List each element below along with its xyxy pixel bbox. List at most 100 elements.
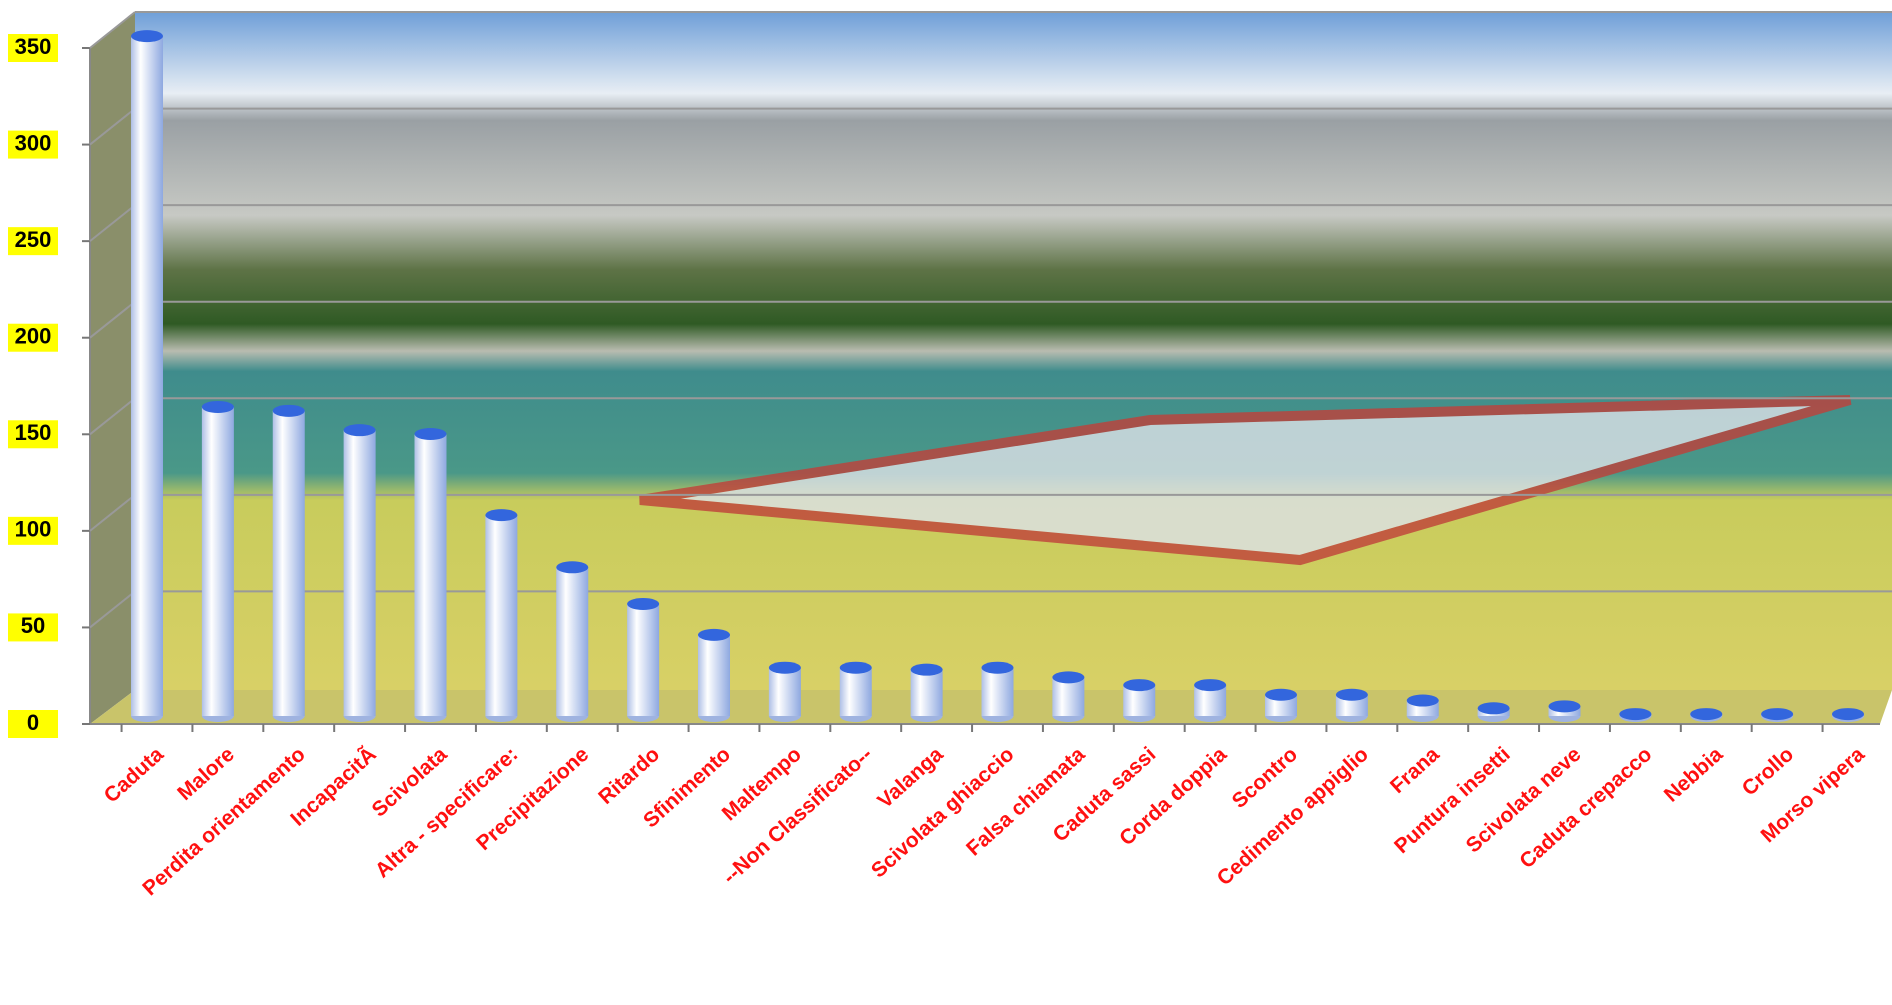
bar	[698, 628, 730, 722]
bar-top	[414, 428, 447, 441]
grid-line	[89, 300, 136, 339]
bar-top	[1761, 708, 1794, 721]
bar-top	[1406, 694, 1439, 707]
bar	[1123, 679, 1156, 722]
bar-top	[1832, 708, 1864, 721]
bar	[485, 509, 518, 722]
y-tick-label: 350	[15, 34, 52, 59]
bar	[1477, 702, 1510, 722]
bar	[627, 597, 660, 722]
grid-line	[89, 397, 136, 436]
bar-body	[981, 667, 1014, 716]
bar-body	[839, 667, 872, 716]
bar-top	[201, 400, 234, 413]
bar-top	[1335, 688, 1368, 701]
bar-body	[768, 667, 801, 716]
bar	[1406, 694, 1439, 722]
bars	[131, 30, 1864, 722]
bar-top	[1619, 708, 1652, 721]
grid-line	[89, 11, 136, 49]
bar-top	[839, 661, 872, 674]
x-tick-label: Falsa chiamata	[962, 743, 1090, 861]
x-tick-label: Crollo	[1738, 743, 1798, 801]
bar	[768, 661, 801, 722]
y-tick-bg	[8, 710, 58, 738]
bar	[910, 663, 943, 722]
bar-body	[414, 434, 447, 716]
grid-line	[89, 494, 136, 532]
y-tick-bg	[8, 34, 58, 62]
bar-body	[485, 515, 518, 716]
x-tick-label: Ritardo	[594, 743, 664, 809]
bar-body	[131, 36, 163, 716]
y-tick-bg	[8, 420, 58, 449]
y-tick-label: 100	[15, 517, 52, 542]
bar-body	[627, 603, 660, 716]
bar	[343, 424, 376, 722]
bar-top	[485, 509, 518, 522]
bar-top	[910, 663, 943, 676]
bar	[201, 400, 234, 722]
bar-top	[343, 424, 376, 437]
y-tick-label: 150	[15, 420, 52, 445]
bar	[1832, 708, 1864, 722]
bar	[839, 661, 872, 722]
y-tick-label: 50	[21, 613, 45, 638]
bar	[1052, 671, 1085, 722]
bar	[1335, 688, 1368, 722]
bar-top	[556, 561, 589, 574]
bar	[1619, 708, 1652, 722]
y-tick-label: 200	[15, 324, 52, 349]
bar-top	[1548, 700, 1581, 713]
bar-body	[201, 406, 234, 716]
bar-top	[1052, 671, 1085, 684]
y-tick-bg	[8, 130, 58, 159]
bar-body	[556, 567, 589, 716]
x-tick-label: Nebbia	[1660, 743, 1728, 807]
x-tick-label: Caduta crepacco	[1515, 743, 1656, 873]
bar-top	[1194, 679, 1227, 692]
bar-body	[272, 410, 305, 716]
bar	[1761, 708, 1794, 722]
y-tick-label: 0	[27, 710, 39, 735]
bar-body	[1335, 694, 1368, 716]
bar	[1690, 708, 1723, 722]
bar-body	[698, 634, 730, 716]
bar-top	[1690, 708, 1723, 721]
bar-body	[910, 669, 943, 716]
grid-line	[89, 204, 136, 242]
y-tick-bg	[8, 323, 58, 352]
x-tick-label: Malore	[173, 743, 239, 805]
bar-top	[1123, 679, 1156, 692]
bar	[272, 404, 305, 722]
bar	[1194, 679, 1227, 722]
bar-top	[1477, 702, 1510, 715]
bar	[1548, 700, 1581, 722]
bar-top	[698, 628, 730, 641]
bar	[981, 661, 1014, 722]
bar	[414, 428, 447, 722]
grid-line	[89, 590, 136, 629]
y-tick-bg	[8, 227, 58, 256]
bar	[556, 561, 589, 722]
bar-top	[981, 661, 1014, 674]
bar	[1265, 688, 1297, 722]
grid	[82, 11, 1892, 732]
y-tick-label: 250	[15, 227, 52, 252]
bar-top	[1265, 688, 1297, 701]
y-tick-label: 300	[15, 130, 52, 155]
bar-body	[1052, 677, 1085, 716]
bar-body	[1265, 694, 1297, 716]
bar-top	[272, 404, 305, 417]
bar-top	[627, 597, 660, 610]
bar-top	[768, 661, 801, 674]
grid-line	[89, 107, 136, 146]
y-tick-bg	[8, 613, 58, 642]
y-tick-bg	[8, 516, 58, 545]
bar-body	[343, 430, 376, 716]
background	[89, 12, 1892, 725]
x-tick-label: Caduta	[100, 743, 169, 808]
x-tick-label: Frana	[1386, 743, 1444, 799]
bar-top	[131, 30, 163, 43]
